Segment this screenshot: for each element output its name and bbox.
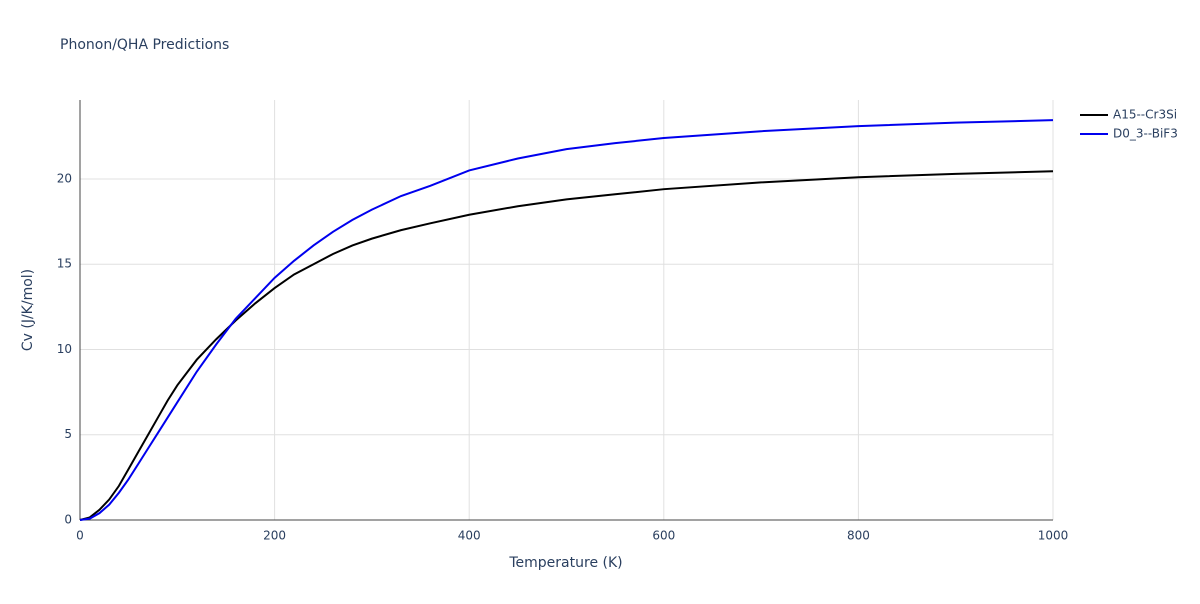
y-tick-label: 10 bbox=[57, 342, 72, 356]
plot bbox=[79, 119, 1054, 521]
y-tick-label: 5 bbox=[64, 427, 72, 441]
y-axis-label: Cv (J/K/mol) bbox=[20, 269, 36, 351]
legend-label: A15--Cr3Si bbox=[1113, 108, 1177, 122]
legend-label: D0_3--BiF3 bbox=[1113, 127, 1178, 141]
x-tick-label: 800 bbox=[847, 529, 870, 543]
y-tick-label: 0 bbox=[64, 513, 72, 527]
y-tick-label: 15 bbox=[57, 257, 72, 271]
y-tick-label: 20 bbox=[57, 171, 72, 185]
x-tick-label: 0 bbox=[76, 529, 84, 543]
x-tick-label: 600 bbox=[652, 529, 675, 543]
series-line bbox=[79, 170, 1054, 521]
chart-title: Phonon/QHA Predictions bbox=[60, 37, 229, 53]
x-tick-label: 1000 bbox=[1038, 529, 1069, 543]
x-axis-label: Temperature (K) bbox=[508, 555, 622, 571]
legend: A15--Cr3Si D0_3--BiF3 bbox=[1080, 108, 1178, 141]
x-tick-label: 200 bbox=[263, 529, 286, 543]
x-tick-label: 400 bbox=[458, 529, 481, 543]
series-line bbox=[79, 119, 1054, 521]
